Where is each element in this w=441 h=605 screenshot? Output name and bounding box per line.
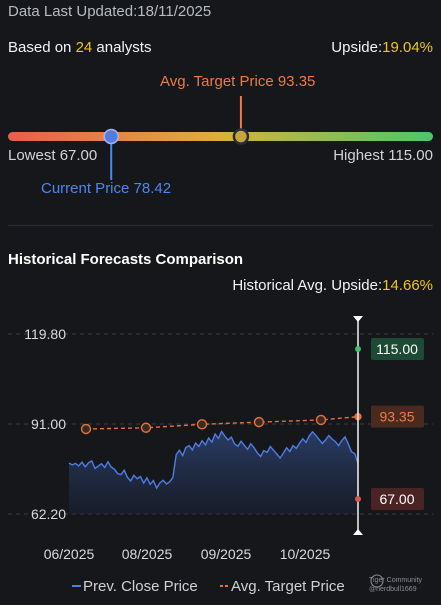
legend-avg-target-price: Avg. Target Price xyxy=(231,578,345,595)
avg-target-point xyxy=(80,423,92,435)
upside-value: 19.04% xyxy=(382,39,433,56)
avg-target-price-label: Avg. Target Price 93.35 xyxy=(160,73,316,90)
x-tick-label: 10/2025 xyxy=(280,546,331,562)
price-area-fill xyxy=(69,431,358,514)
current-price-marker xyxy=(103,128,119,145)
historical-upside-label: Historical Avg. Upside: xyxy=(232,277,383,294)
section-divider xyxy=(8,225,433,226)
avg-target-marker xyxy=(232,128,250,145)
forecast-low-badge xyxy=(371,488,424,510)
forecast-avg-badge xyxy=(371,405,424,428)
based-on-prefix: Based on xyxy=(8,39,76,56)
forecast-bottom-arrow xyxy=(353,529,363,535)
based-on-suffix: analysts xyxy=(92,39,152,56)
updated-label: Data Last Updated: xyxy=(8,3,138,20)
x-tick-label: 09/2025 xyxy=(201,546,252,562)
historical-upside-text: Historical Avg. Upside:14.66% xyxy=(232,277,433,294)
forecast-high-dot xyxy=(355,346,361,352)
forecast-top-arrow xyxy=(353,316,363,322)
x-tick-label: 06/2025 xyxy=(44,546,95,562)
legend-prev-close-price: Prev. Close Price xyxy=(83,578,198,595)
avg-target-point xyxy=(253,416,265,428)
forecast-high-label: 115.00 xyxy=(376,341,418,357)
upside-label: Upside: xyxy=(331,39,383,56)
avg-target-point xyxy=(196,419,208,430)
prev-close-price-line xyxy=(68,430,359,490)
analyst-count: 24 xyxy=(75,39,93,56)
lowest-price-label: Lowest 67.00 xyxy=(8,147,98,164)
analyst-count-text: Based on 24 analysts xyxy=(8,39,151,56)
watermark-brand: Tiger Community xyxy=(369,577,423,584)
price-range-bar xyxy=(8,96,433,180)
avg-target-point xyxy=(140,422,152,433)
forecast-low-label: 67.00 xyxy=(379,491,414,507)
historical-forecasts-title: Historical Forecasts Comparison xyxy=(8,251,244,268)
current-price-label: Current Price 78.42 xyxy=(41,180,172,197)
forecast-avg-label: 93.35 xyxy=(379,409,414,425)
watermark-handle: @nerdbull1669 xyxy=(369,586,417,593)
upside-text: Upside:19.04% xyxy=(331,39,433,56)
y-tick-label: 91.00 xyxy=(31,416,66,432)
data-updated-text: Data Last Updated:18/11/2025 xyxy=(8,3,211,20)
y-tick-label: 119.80 xyxy=(24,326,66,342)
avg-target-point xyxy=(315,414,327,426)
y-tick-label: 62.20 xyxy=(31,506,66,522)
tiger-logo-icon xyxy=(370,574,384,588)
forecast-high-badge xyxy=(371,338,424,360)
highest-price-label: Highest 115.00 xyxy=(333,147,433,164)
historical-upside-value: 14.66% xyxy=(382,277,433,294)
forecast-low-dot xyxy=(355,496,361,502)
x-tick-label: 08/2025 xyxy=(122,546,173,562)
updated-date: 18/11/2025 xyxy=(137,3,212,20)
avg-target-price-line xyxy=(85,416,359,430)
tiger-community-watermark: Tiger Community @nerdbull1669 xyxy=(369,576,422,594)
